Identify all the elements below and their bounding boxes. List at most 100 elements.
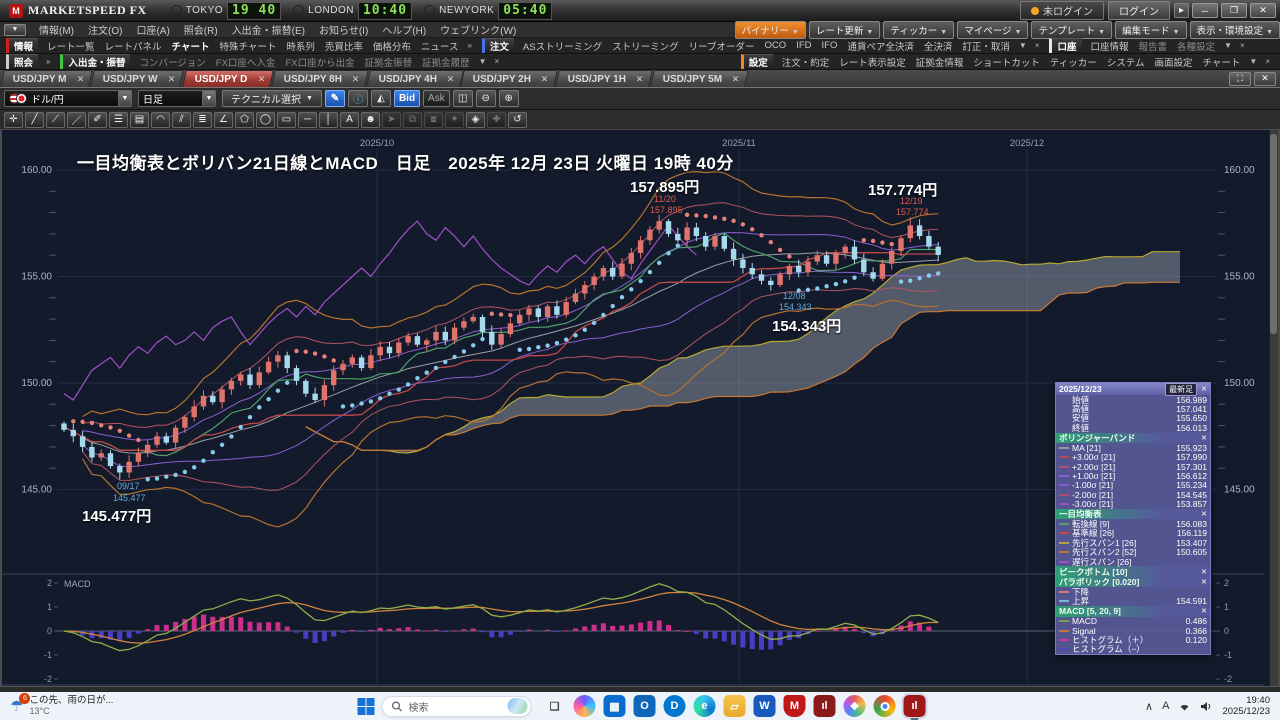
candle-style-button[interactable]: ◫ [452, 90, 473, 107]
explorer-icon[interactable]: ▱ [723, 695, 746, 717]
toolbar-item[interactable]: FX口座から出金 [285, 57, 355, 69]
menu-item[interactable]: 入出金・振替(E) [231, 26, 306, 37]
toolbar-item[interactable]: レート一覧 [47, 41, 95, 53]
hline-tool[interactable]: ─ [298, 111, 317, 128]
select-tool[interactable]: ➤ [382, 111, 401, 128]
toolbar-item[interactable]: 口座情報 [1090, 41, 1129, 53]
prop-tool[interactable]: ✚ [487, 111, 506, 128]
tab-close-icon[interactable]: ✕ [168, 73, 176, 84]
tab-usdjpy-d[interactable]: USD/JPY D ✕ [181, 70, 274, 87]
toolbar-item[interactable]: ▼ [478, 57, 487, 66]
toolbar-item[interactable]: チャート [1202, 57, 1241, 69]
info-button[interactable]: ⓘ [347, 90, 368, 107]
close-button[interactable]: ✕ [1250, 3, 1276, 18]
trendline-tool-3[interactable]: ／ [67, 111, 86, 128]
toolbar-item[interactable]: 画面設定 [1154, 57, 1193, 69]
edge-icon[interactable]: e [693, 695, 716, 717]
store-icon[interactable]: ▦ [603, 695, 626, 717]
menu-item[interactable]: お知らせ(I) [319, 26, 369, 37]
tab-close-icon[interactable]: ✕ [257, 73, 265, 84]
login-button[interactable]: ログイン [1107, 1, 1170, 20]
toolbar-item[interactable]: ティッカー [1049, 57, 1097, 69]
search-input[interactable]: 検索 [381, 695, 532, 717]
zoom-out-button[interactable]: ⊖ [475, 90, 496, 107]
tab-close-icon[interactable]: ✕ [446, 73, 455, 84]
ask-button[interactable]: Ask [423, 90, 450, 107]
rate-refresh-button[interactable]: レート更新 ▼ [808, 20, 881, 39]
minimize-button[interactable]: ─ [1192, 3, 1218, 18]
taskview-icon[interactable]: ❏ [543, 695, 566, 717]
toolbar-item[interactable]: ▼ [1224, 41, 1232, 50]
toolbar-item[interactable]: 全決済 [923, 41, 953, 53]
toolbar-item[interactable]: × [1265, 57, 1270, 66]
template-button[interactable]: テンプレート ▼ [1031, 20, 1113, 39]
pencil-tool[interactable]: ✐ [88, 111, 107, 128]
binary-button[interactable]: バイナリー ▼ [734, 20, 806, 39]
login-expand-button[interactable]: ▸ [1173, 3, 1189, 18]
toolbar-item[interactable]: OCO [764, 40, 787, 51]
close-icon[interactable]: ✕ [1201, 608, 1207, 616]
chart-area[interactable]: 160.00 160.00 155.00 155.00 150.00 150.00 145.… [0, 130, 1280, 686]
tab-usdjpy-2h[interactable]: USD/JPY 2H ✕ [460, 70, 558, 87]
toolbar-item[interactable]: FX口座へ入金 [215, 57, 276, 69]
text-tool[interactable]: A [340, 111, 359, 128]
system-tray[interactable]: ∧ A 19:40 2025/12/23 [1136, 695, 1280, 717]
marketspeed-fx-icon[interactable]: ıl [901, 693, 928, 720]
toolbar-item[interactable]: ストリーミング [612, 41, 679, 53]
wrench-tool[interactable]: ✦ [445, 111, 464, 128]
chrome-icon[interactable] [873, 695, 896, 717]
mypage-button[interactable]: マイページ ▼ [957, 20, 1029, 39]
menu-item[interactable]: ウェブリンク(W) [440, 26, 517, 37]
tab-close-icon[interactable]: ✕ [351, 73, 360, 84]
toolbar-item[interactable]: チャート [171, 41, 210, 53]
toolbar-item[interactable]: リーブオーダー [688, 41, 755, 53]
trendline-tool-1[interactable]: ╱ [25, 111, 44, 128]
tab-usdjpy-5m[interactable]: USD/JPY 5M ✕ [649, 70, 749, 87]
group-inquiry[interactable]: 照会 [6, 54, 39, 69]
menu-grid-icon[interactable]: ▼ [4, 23, 26, 36]
tray-chevron-icon[interactable]: ∧ [1145, 700, 1154, 713]
start-button[interactable] [357, 697, 375, 715]
menu-item[interactable]: ヘルプ(H) [382, 26, 427, 37]
mountain-chart-button[interactable]: ◭ [370, 90, 391, 107]
group-transfer[interactable]: 入出金・振替 [60, 54, 131, 69]
toolbar-item[interactable]: ニュース [420, 41, 459, 53]
pair-select[interactable]: ドル/円 ▼ [4, 90, 132, 107]
draw-pencil-button[interactable]: ✎ [324, 90, 345, 107]
undo-tool[interactable]: ↺ [508, 111, 527, 128]
toolbar-item[interactable]: 証拠金履歴 [422, 57, 470, 69]
rect-tool[interactable]: ▭ [277, 111, 296, 128]
toolbar-item[interactable]: IFO [821, 40, 838, 51]
toolbar-item[interactable]: × [1239, 41, 1245, 50]
menu-item[interactable]: 情報(M) [39, 26, 74, 37]
bid-button[interactable]: Bid [393, 90, 421, 107]
toolbar-item[interactable]: レートパネル [104, 41, 162, 53]
zoom-in-button[interactable]: ⊕ [498, 90, 519, 107]
display-settings-button[interactable]: 表示・環境設定 ▼ [1189, 20, 1280, 39]
toolbar-item[interactable]: システム [1106, 57, 1145, 69]
copilot-icon[interactable] [573, 695, 596, 717]
toolbar-item[interactable]: ショートカット [973, 57, 1040, 69]
marketspeed-icon[interactable]: ıl [813, 695, 836, 717]
tab-close-icon[interactable]: ✕ [636, 73, 644, 84]
menu-item[interactable]: 口座(A) [136, 26, 170, 37]
group-info[interactable]: 情報 [6, 38, 39, 53]
pentagon-tool[interactable]: ⬠ [235, 111, 254, 128]
toolbar-item[interactable]: 訂正・取消 [962, 41, 1010, 53]
toolbar-item[interactable]: 証拠金情報 [915, 57, 964, 69]
toolbar-item[interactable]: 報告書 [1138, 41, 1168, 53]
maximize-pane-button[interactable]: ⛶ [1229, 71, 1251, 86]
technical-select-button[interactable]: テクニカル選択 ▼ [222, 90, 322, 107]
toolbar-item[interactable]: × [1034, 41, 1040, 50]
tab-usdjpy-8h[interactable]: USD/JPY 8H ✕ [271, 70, 369, 87]
toolbar-item[interactable]: 価格分布 [372, 41, 411, 53]
chart-scrollbar-thumb[interactable] [1270, 134, 1277, 334]
layers-tool[interactable]: ⧇ [424, 111, 443, 128]
close-pane-button[interactable]: ✕ [1254, 71, 1276, 86]
close-icon[interactable]: ✕ [1201, 579, 1207, 586]
close-icon[interactable]: ✕ [1201, 386, 1207, 393]
panel-date-header[interactable]: 2025/12/23 最新足 ✕ [1056, 382, 1210, 396]
tab-usdjpy-w[interactable]: USD/JPY W ✕ [90, 70, 185, 87]
indicator-value-panel[interactable]: 2025/12/23 最新足 ✕ 始値 156.989 ✕ 高値 157.041… [1055, 382, 1211, 656]
toolbar-item[interactable]: ▼ [1249, 57, 1258, 66]
